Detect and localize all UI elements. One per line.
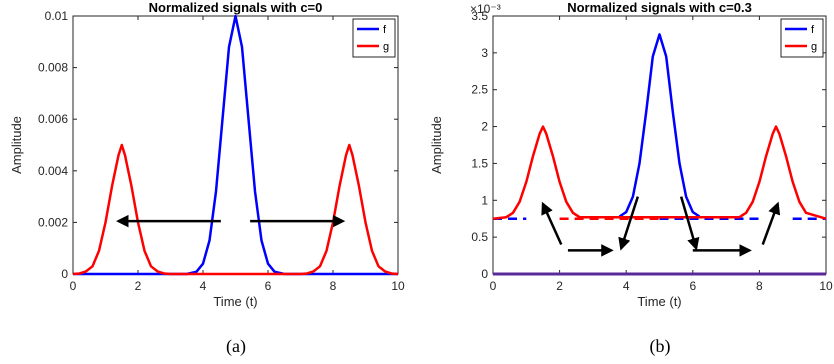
- x-tick-label: 6: [265, 279, 272, 293]
- chart-panel-a: 0 2 4 6 8 10 0 0.002 0.004 0.006 0.008 0.01 Normaliz…: [9, 0, 405, 357]
- panel-caption: (a): [226, 336, 246, 357]
- x-tick-label: 10: [819, 279, 833, 293]
- legend-label-f: f: [811, 24, 815, 36]
- x-tick-label: 8: [330, 279, 337, 293]
- x-tick-label: 2: [556, 279, 563, 293]
- series-line-g: [72, 143, 399, 276]
- x-tick-label: 6: [689, 279, 696, 293]
- y-axis-label: Amplitude: [9, 116, 24, 174]
- y-tick-label: 0.5: [471, 230, 488, 244]
- x-tick-label: 10: [391, 279, 405, 293]
- y-tick-label: 0: [61, 267, 68, 281]
- x-tick-label: 0: [70, 279, 77, 293]
- x-axis-label: Time (t): [213, 294, 257, 309]
- y-tick-label: 0.006: [38, 112, 68, 126]
- legend-box: [352, 18, 396, 58]
- y-tick-label: 2: [481, 120, 488, 134]
- y-tick-label: 0.008: [38, 61, 68, 75]
- chart-title: Normalized signals with c=0: [149, 0, 323, 15]
- x-tick-label: 0: [490, 279, 497, 293]
- annotation-arrow: [761, 201, 781, 245]
- annotation-arrow: [679, 196, 700, 251]
- legend-label-f: f: [383, 24, 387, 36]
- annotation-arrow: [618, 196, 640, 251]
- y-tick-label: 0.002: [38, 215, 68, 229]
- x-tick-label: 4: [623, 279, 630, 293]
- axes-box: [492, 15, 827, 275]
- series-line-f: [73, 14, 398, 276]
- y-tick-label: 3.5: [471, 9, 488, 23]
- axes-box: [72, 15, 399, 275]
- legend-label-g: g: [383, 41, 389, 53]
- legend-label-g: g: [811, 41, 817, 53]
- series-line-g: [492, 125, 827, 220]
- x-tick-label: 2: [135, 279, 142, 293]
- x-axis-label: Time (t): [637, 294, 681, 309]
- y-axis-label: Amplitude: [429, 116, 444, 174]
- series-line-f: [618, 33, 701, 218]
- x-tick-label: 4: [200, 279, 207, 293]
- y-exponent-label: ×10⁻³: [470, 2, 501, 16]
- chart-title: Normalized signals with c=0.3: [567, 0, 752, 15]
- annotation-arrow: [541, 201, 563, 246]
- y-tick-label: 0.004: [38, 164, 68, 178]
- y-tick-label: 0.01: [45, 9, 69, 23]
- panel-caption: (b): [650, 336, 671, 357]
- y-tick-label: 1: [481, 193, 488, 207]
- y-tick-label: 3: [481, 46, 488, 60]
- x-tick-label: 8: [756, 279, 763, 293]
- y-tick-label: 1.5: [471, 156, 488, 170]
- y-tick-label: 0: [481, 267, 488, 281]
- y-tick-label: 2.5: [471, 83, 488, 97]
- legend-box: [780, 18, 824, 58]
- chart-panel-b: 0 2 4 6 8 10 0 0.5 1 1.5 2 2.5 3 3.5 Normalized signal…: [429, 0, 833, 357]
